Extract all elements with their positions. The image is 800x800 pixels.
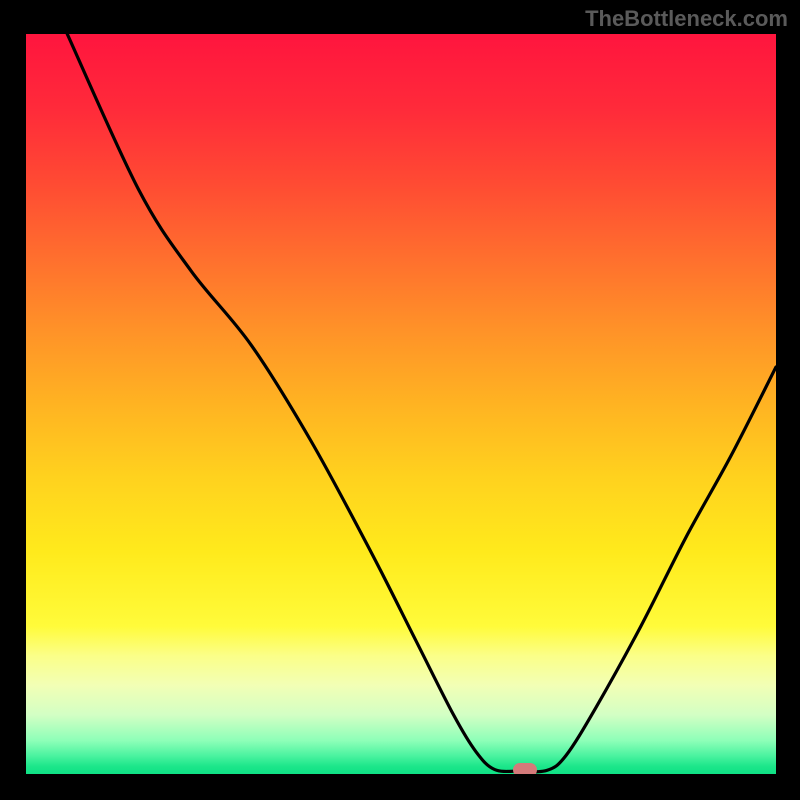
watermark-text: TheBottleneck.com <box>585 6 788 32</box>
bottleneck-curve <box>26 34 776 774</box>
optimal-marker <box>513 763 537 774</box>
curve-path <box>67 34 776 772</box>
plot-area <box>26 34 776 774</box>
